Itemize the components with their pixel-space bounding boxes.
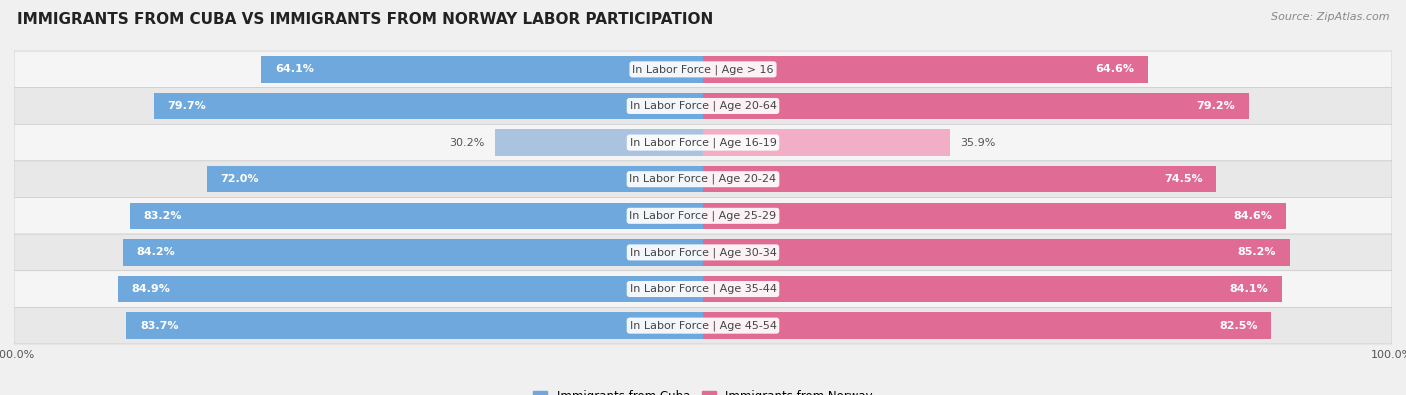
Bar [495,130,703,156]
Bar [703,130,950,156]
Bar [129,203,703,229]
Text: Source: ZipAtlas.com: Source: ZipAtlas.com [1271,12,1389,22]
Text: In Labor Force | Age 45-54: In Labor Force | Age 45-54 [630,320,776,331]
Bar [703,276,1282,302]
Text: 84.6%: 84.6% [1233,211,1272,221]
FancyBboxPatch shape [14,88,1392,124]
Text: 79.7%: 79.7% [167,101,207,111]
Bar [118,276,703,302]
Bar [703,239,1289,265]
Text: 64.1%: 64.1% [276,64,314,74]
Text: 35.9%: 35.9% [960,137,995,148]
FancyBboxPatch shape [14,161,1392,198]
Legend: Immigrants from Cuba, Immigrants from Norway: Immigrants from Cuba, Immigrants from No… [529,385,877,395]
Text: 84.1%: 84.1% [1230,284,1268,294]
Text: 72.0%: 72.0% [221,174,259,184]
Text: 74.5%: 74.5% [1164,174,1202,184]
Text: 84.9%: 84.9% [132,284,170,294]
FancyBboxPatch shape [14,198,1392,234]
Bar [703,56,1149,83]
Text: 84.2%: 84.2% [136,247,176,258]
FancyBboxPatch shape [14,271,1392,307]
Bar [703,93,1249,119]
Text: 30.2%: 30.2% [450,137,485,148]
Text: 85.2%: 85.2% [1237,247,1277,258]
Text: 79.2%: 79.2% [1197,101,1234,111]
Text: 83.7%: 83.7% [141,321,179,331]
Text: 82.5%: 82.5% [1219,321,1257,331]
Text: In Labor Force | Age 16-19: In Labor Force | Age 16-19 [630,137,776,148]
Text: In Labor Force | Age 35-44: In Labor Force | Age 35-44 [630,284,776,294]
Text: 83.2%: 83.2% [143,211,183,221]
Bar [122,239,703,265]
Bar [703,166,1216,192]
Text: In Labor Force | Age 25-29: In Labor Force | Age 25-29 [630,211,776,221]
FancyBboxPatch shape [14,234,1392,271]
Bar [703,203,1286,229]
FancyBboxPatch shape [14,307,1392,344]
Bar [127,312,703,339]
FancyBboxPatch shape [14,124,1392,161]
Text: IMMIGRANTS FROM CUBA VS IMMIGRANTS FROM NORWAY LABOR PARTICIPATION: IMMIGRANTS FROM CUBA VS IMMIGRANTS FROM … [17,12,713,27]
Text: 64.6%: 64.6% [1095,64,1135,74]
Text: In Labor Force | Age > 16: In Labor Force | Age > 16 [633,64,773,75]
Text: In Labor Force | Age 20-64: In Labor Force | Age 20-64 [630,101,776,111]
Bar [207,166,703,192]
Bar [262,56,703,83]
Text: In Labor Force | Age 30-34: In Labor Force | Age 30-34 [630,247,776,258]
Bar [153,93,703,119]
Bar [703,312,1271,339]
Text: In Labor Force | Age 20-24: In Labor Force | Age 20-24 [630,174,776,184]
FancyBboxPatch shape [14,51,1392,88]
